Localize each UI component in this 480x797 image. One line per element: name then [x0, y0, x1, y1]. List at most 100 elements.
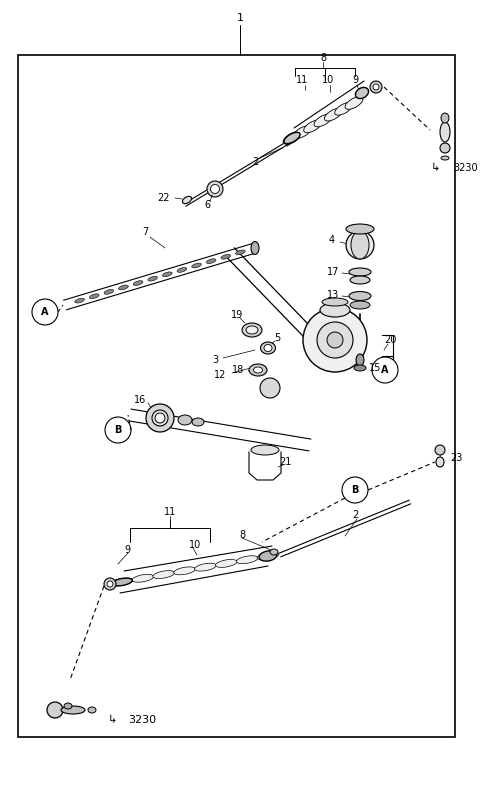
Ellipse shape — [132, 575, 154, 583]
Ellipse shape — [355, 88, 369, 99]
Ellipse shape — [346, 231, 374, 259]
Ellipse shape — [112, 578, 132, 586]
Ellipse shape — [64, 703, 72, 709]
Ellipse shape — [178, 415, 192, 425]
Ellipse shape — [107, 581, 113, 587]
Ellipse shape — [221, 254, 230, 259]
Ellipse shape — [441, 156, 449, 160]
Text: 13: 13 — [327, 290, 339, 300]
Text: 1: 1 — [237, 13, 243, 23]
Text: 8: 8 — [320, 53, 326, 63]
Text: 7: 7 — [142, 227, 148, 237]
Text: 3230: 3230 — [128, 715, 156, 725]
Circle shape — [260, 378, 280, 398]
Text: 15: 15 — [369, 363, 381, 373]
Text: 2: 2 — [252, 157, 258, 167]
Ellipse shape — [119, 285, 128, 290]
Ellipse shape — [251, 241, 259, 254]
Ellipse shape — [236, 556, 258, 563]
Text: ↳: ↳ — [430, 163, 440, 173]
Text: 3: 3 — [212, 355, 218, 365]
Ellipse shape — [133, 281, 143, 285]
Circle shape — [105, 417, 131, 443]
Ellipse shape — [192, 418, 204, 426]
Ellipse shape — [104, 289, 114, 294]
Circle shape — [47, 702, 63, 718]
Text: 12: 12 — [214, 370, 226, 380]
Text: A: A — [41, 307, 49, 317]
Ellipse shape — [264, 344, 272, 351]
Ellipse shape — [440, 122, 450, 142]
Ellipse shape — [206, 259, 216, 264]
Text: 5: 5 — [274, 333, 280, 343]
Ellipse shape — [284, 132, 300, 143]
Text: 11: 11 — [296, 75, 308, 85]
Ellipse shape — [346, 224, 374, 234]
Text: A: A — [381, 365, 389, 375]
Text: 10: 10 — [189, 540, 201, 550]
Text: 8: 8 — [239, 530, 245, 540]
Text: ↳: ↳ — [108, 715, 117, 725]
Ellipse shape — [61, 706, 85, 714]
Circle shape — [372, 357, 398, 383]
Ellipse shape — [345, 96, 363, 109]
Circle shape — [440, 143, 450, 153]
Ellipse shape — [88, 707, 96, 713]
Text: 18: 18 — [232, 365, 244, 375]
Text: 22: 22 — [157, 193, 169, 203]
Text: 20: 20 — [384, 335, 396, 345]
Ellipse shape — [322, 298, 348, 306]
Circle shape — [32, 299, 58, 325]
Circle shape — [303, 308, 367, 372]
Ellipse shape — [236, 250, 245, 255]
Ellipse shape — [207, 181, 223, 197]
Ellipse shape — [293, 126, 312, 139]
Ellipse shape — [349, 268, 371, 276]
Bar — [18, 55, 455, 737]
Ellipse shape — [194, 563, 216, 571]
Circle shape — [327, 332, 343, 348]
Ellipse shape — [216, 559, 237, 567]
Text: 3230: 3230 — [453, 163, 478, 173]
Text: 6: 6 — [204, 200, 210, 210]
Ellipse shape — [153, 571, 175, 579]
Ellipse shape — [246, 326, 258, 334]
Ellipse shape — [283, 132, 301, 144]
Ellipse shape — [89, 294, 99, 299]
Circle shape — [342, 477, 368, 503]
Text: 10: 10 — [322, 75, 334, 85]
Ellipse shape — [349, 292, 371, 300]
Ellipse shape — [152, 410, 168, 426]
Text: 19: 19 — [231, 310, 243, 320]
Ellipse shape — [304, 120, 322, 132]
Text: 14: 14 — [327, 345, 339, 355]
Ellipse shape — [370, 81, 382, 93]
Ellipse shape — [249, 364, 267, 376]
Ellipse shape — [242, 323, 262, 337]
Text: B: B — [114, 425, 122, 435]
Ellipse shape — [253, 367, 263, 373]
Ellipse shape — [354, 365, 366, 371]
Circle shape — [317, 322, 353, 358]
Ellipse shape — [163, 272, 172, 277]
Text: 16: 16 — [134, 395, 146, 405]
Ellipse shape — [441, 113, 449, 123]
Ellipse shape — [257, 552, 279, 560]
Ellipse shape — [320, 303, 350, 317]
Text: 9: 9 — [124, 545, 130, 555]
Text: 17: 17 — [327, 267, 339, 277]
Ellipse shape — [104, 578, 116, 590]
Ellipse shape — [111, 578, 133, 586]
Text: 2: 2 — [352, 510, 358, 520]
Circle shape — [435, 445, 445, 455]
Text: 11: 11 — [164, 507, 176, 517]
Ellipse shape — [148, 277, 157, 281]
Ellipse shape — [75, 298, 84, 303]
Ellipse shape — [192, 263, 202, 268]
Ellipse shape — [350, 301, 370, 309]
Ellipse shape — [177, 268, 187, 273]
Ellipse shape — [351, 231, 369, 259]
Ellipse shape — [261, 342, 276, 354]
Ellipse shape — [314, 114, 332, 127]
Circle shape — [155, 413, 165, 423]
